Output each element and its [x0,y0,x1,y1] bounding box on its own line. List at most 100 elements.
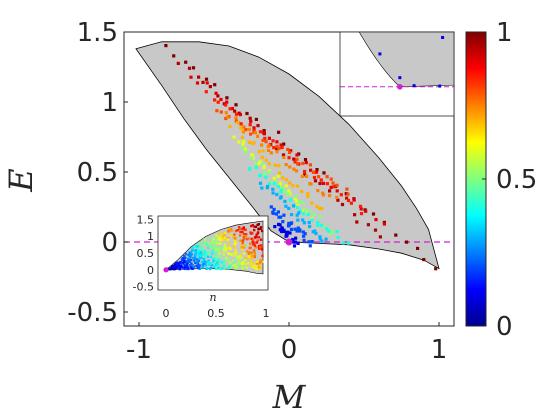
inset-data-point [238,255,241,258]
y-tick-label: 0 [101,228,118,258]
inset-data-point [241,239,245,242]
inset-data-point [200,256,203,259]
inset-data-point [183,259,186,263]
data-point [254,161,258,165]
data-point [248,116,252,120]
data-point [269,151,273,155]
inset-data-point [244,234,247,238]
inset-data-point [249,255,252,259]
inset-data-point [259,264,262,268]
inset-data-point [242,235,245,239]
inset-data-point [233,243,236,246]
inset-data-point [196,248,199,251]
data-point [281,220,285,224]
inset-data-point [242,252,246,255]
inset-data-point [256,223,259,227]
data-point [273,225,277,229]
data-point [286,224,291,228]
data-point [325,227,329,231]
data-point [301,201,305,205]
data-point [204,90,208,94]
data-point [280,229,284,234]
inset-data-point [224,238,227,242]
data-point [422,258,426,262]
inset-data-point [221,267,224,270]
data-point [335,195,339,199]
data-point [290,213,294,217]
inset-data-point [194,261,197,265]
data-point [306,192,310,196]
inset-data-point [200,255,203,258]
data-point [256,124,260,128]
data-point [286,192,290,196]
inset-y-tick-label: 1.5 [137,213,155,226]
inset-data-point [247,255,251,258]
inset-data-point [191,256,195,260]
inset-data-point [207,251,210,255]
data-point [252,128,256,132]
inset-data-point [258,263,261,266]
inset-data-point [222,263,226,267]
data-point [355,220,359,224]
inset-x-axis-label: n [209,291,216,304]
data-point [224,111,228,115]
data-point [230,107,234,111]
data-point [280,145,284,150]
inset-data-point [257,236,261,239]
inset-data-point [204,261,208,264]
data-point [328,194,332,198]
inset-data-point [234,248,237,252]
y-axis-label: E [2,168,40,192]
inset-data-point [217,267,220,270]
data-point [283,189,287,194]
inset-data-point [196,245,199,248]
inset-data-point [210,262,213,265]
inset-data-point [250,262,253,266]
inset-data-point [214,258,217,262]
data-point [271,211,275,215]
zoom-data-point [438,84,442,88]
inset-data-point [204,254,207,258]
inset-data-point [219,236,223,240]
data-point [277,146,281,151]
data-point [366,223,370,227]
data-point [272,182,277,186]
inset-data-point [217,254,220,257]
data-point [316,189,320,193]
colorbar-tick-label: 0 [496,312,513,342]
data-point [296,241,300,245]
inset-data-point [230,253,233,256]
inset-data-point [182,255,186,258]
inset-data-point [232,264,235,267]
data-point [254,117,258,121]
inset-data-point [217,236,220,239]
data-point [364,209,368,213]
data-point [240,128,244,132]
inset-data-point [239,230,242,234]
inset-data-point [250,251,253,254]
inset-data-point [250,265,254,269]
inset-data-point [218,264,221,268]
data-point [264,175,268,179]
data-point [300,174,304,178]
data-point [341,241,345,245]
data-point [312,212,317,216]
inset-data-point [226,238,229,241]
data-point [296,162,300,166]
data-point [344,192,348,196]
inset-data-point [178,261,182,264]
inset-data-point [212,260,215,263]
data-point [320,207,324,211]
inset-data-point [242,232,246,236]
data-point [214,91,218,95]
inset-data-point [238,226,241,229]
inset-data-point [217,238,220,241]
inset-data-point [255,233,258,236]
data-point [291,204,296,208]
inset-data-point [214,242,218,245]
data-point [293,196,297,200]
data-point [249,132,253,136]
inset-data-point [233,245,236,248]
data-point [287,156,291,160]
